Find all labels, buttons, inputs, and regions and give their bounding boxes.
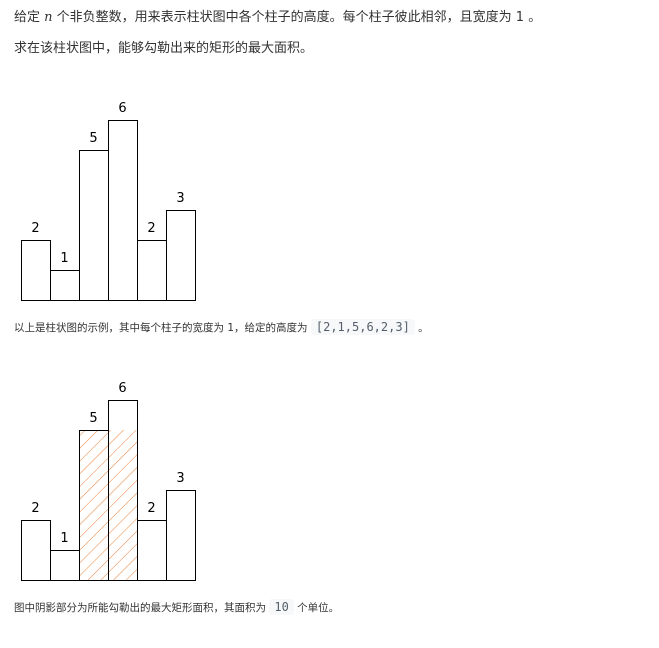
problem-line-1-suffix: 个非负整数，用来表示柱状图中各个柱子的高度。每个柱子彼此相邻，且宽度为 1 。 [56,10,542,25]
histogram-bar [137,520,167,581]
histogram-bar [50,270,80,301]
histogram-bar [50,550,80,581]
caption-max-area-text: 图中阴影部分为所能勾勒出的最大矩形面积，其面积为 [14,602,266,614]
highlight-area-segment [79,430,108,580]
bar-value-label: 1 [60,251,68,266]
histogram-bar [108,400,138,581]
problem-line-1-prefix: 给定 [14,10,41,25]
caption-example-heights-code: [2,1,5,6,2,3] [310,319,415,335]
caption-max-area-suffix: 个单位。 [297,602,340,614]
bar-value-label: 2 [147,221,155,236]
histogram-bar [166,210,196,301]
bar-value-label: 2 [147,501,155,516]
histogram-chart-max-area: 2 1 5 6 2 3 [21,381,196,581]
bar-value-label: 6 [118,101,126,116]
bar-value-label: 2 [31,501,39,516]
caption-max-area-code: 10 [269,599,294,615]
histogram-bar [21,240,51,301]
histogram-bar [108,120,138,301]
bar-value-label: 1 [60,531,68,546]
caption-example: 以上是柱状图的示例，其中每个柱子的宽度为 1，给定的高度为 [2,1,5,6,2… [14,318,429,337]
histogram-bar [79,150,109,301]
histogram-chart-example: 2 1 5 6 2 3 [21,101,196,301]
histogram-bar [166,490,196,581]
bar-value-label: 2 [31,221,39,236]
bar-value-label: 5 [89,131,97,146]
bar-value-label: 3 [176,471,184,486]
histogram-bar [21,520,51,581]
caption-example-suffix: 。 [418,322,429,334]
problem-line-1: 给定 n 个非负整数，用来表示柱状图中各个柱子的高度。每个柱子彼此相邻，且宽度为… [14,9,541,27]
problem-line-2: 求在该柱状图中，能够勾勒出来的矩形的最大面积。 [14,41,314,56]
caption-max-area: 图中阴影部分为所能勾勒出的最大矩形面积，其面积为 10 个单位。 [14,598,339,617]
caption-example-text: 以上是柱状图的示例，其中每个柱子的宽度为 1，给定的高度为 [14,322,308,334]
bar-value-label: 5 [89,411,97,426]
problem-variable-n: n [44,10,53,25]
histogram-bar [137,240,167,301]
bar-value-label: 3 [176,191,184,206]
bar-value-label: 6 [118,381,126,396]
highlight-area-segment [108,430,137,580]
